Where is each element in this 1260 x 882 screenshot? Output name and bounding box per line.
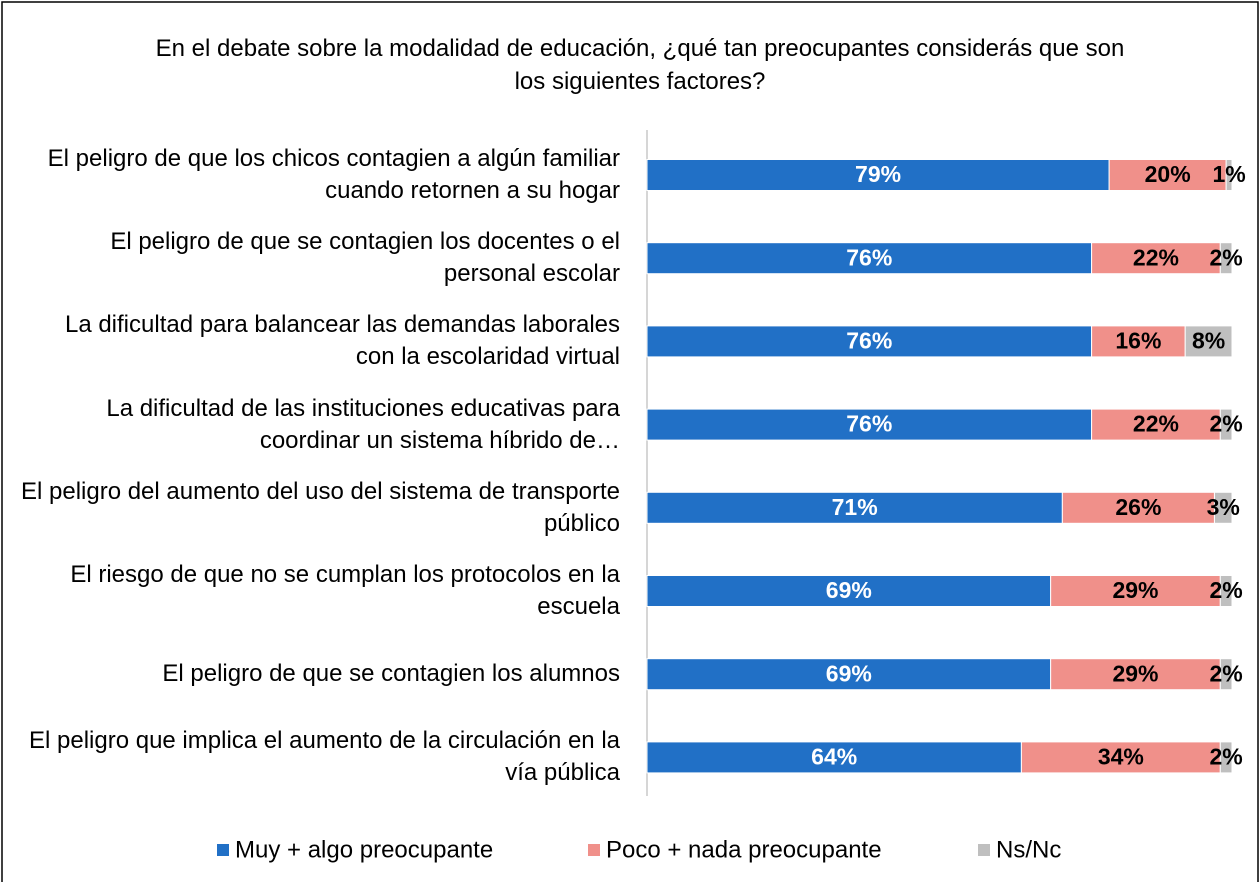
- legend-label: Poco + nada preocupante: [606, 836, 882, 863]
- bar-segment: [646, 658, 1052, 691]
- bar-segment: [1219, 408, 1233, 441]
- category-label: La dificultad de las instituciones educa…: [106, 394, 620, 454]
- category-label: El peligro de que los chicos contagien a…: [47, 145, 620, 204]
- bar-segment: [1061, 491, 1215, 524]
- bar-segment: [1091, 242, 1221, 275]
- legend-label: Muy + algo preocupante: [235, 836, 493, 863]
- value-label: 76%: [846, 244, 892, 270]
- value-label: 79%: [855, 161, 901, 187]
- category-label: El peligro del aumento del uso del siste…: [20, 477, 620, 537]
- category-label: El riesgo de que no se cumplan los proto…: [70, 561, 620, 620]
- value-label: 29%: [1112, 660, 1158, 686]
- value-label: 29%: [1112, 577, 1158, 603]
- bar-segment: [646, 242, 1093, 275]
- legend-swatch: [978, 844, 990, 856]
- bar-segment: [1091, 408, 1221, 441]
- value-label: 16%: [1115, 327, 1161, 353]
- bar-segment: [1091, 325, 1186, 358]
- category-label: El peligro de que se contagien los docen…: [110, 228, 620, 288]
- category-label: La dificultad para balancear las demanda…: [64, 311, 620, 371]
- bar-segment: [1225, 159, 1233, 191]
- chart-title: En el debate sobre la modalidad de educa…: [155, 35, 1125, 95]
- value-label: 69%: [826, 577, 872, 603]
- bar-segment: [646, 575, 1052, 607]
- value-label: 2%: [1210, 577, 1243, 603]
- bar-segment: [1184, 325, 1233, 358]
- value-label: 3%: [1207, 494, 1240, 520]
- category-label: El peligro de que se contagien los alumn…: [162, 660, 620, 688]
- value-label: 71%: [832, 494, 878, 520]
- bar-segment: [1219, 658, 1233, 691]
- bar-segment: [1020, 741, 1221, 774]
- bar-segment: [1219, 242, 1233, 275]
- value-label: 64%: [811, 743, 857, 769]
- bar-segment: [646, 325, 1093, 358]
- value-label: 69%: [826, 660, 872, 686]
- value-label: 20%: [1145, 161, 1191, 187]
- value-label: 22%: [1133, 244, 1179, 270]
- bar-segment: [1108, 159, 1227, 191]
- value-label: 2%: [1210, 411, 1243, 437]
- legend-swatch: [588, 844, 600, 856]
- bar-segment: [1219, 575, 1233, 607]
- category-label: El peligro que implica el aumento de la …: [29, 727, 620, 787]
- bar-segment: [646, 159, 1110, 191]
- bar-segment: [1050, 658, 1221, 691]
- bar-segment: [646, 408, 1093, 441]
- bar-segment: [1219, 741, 1233, 774]
- legend-label: Ns/Nc: [996, 836, 1061, 863]
- value-label: 2%: [1210, 660, 1243, 686]
- value-label: 26%: [1115, 494, 1161, 520]
- value-label: 76%: [846, 411, 892, 437]
- value-label: 8%: [1192, 327, 1225, 353]
- value-label: 22%: [1133, 411, 1179, 437]
- legend-swatch: [217, 844, 229, 856]
- bar-segment: [1213, 491, 1233, 524]
- value-label: 2%: [1210, 244, 1243, 270]
- bar-segment: [646, 491, 1063, 524]
- value-label: 1%: [1212, 161, 1245, 187]
- value-label: 2%: [1210, 743, 1243, 769]
- value-label: 76%: [846, 327, 892, 353]
- bar-segment: [646, 741, 1022, 774]
- value-label: 34%: [1098, 743, 1144, 769]
